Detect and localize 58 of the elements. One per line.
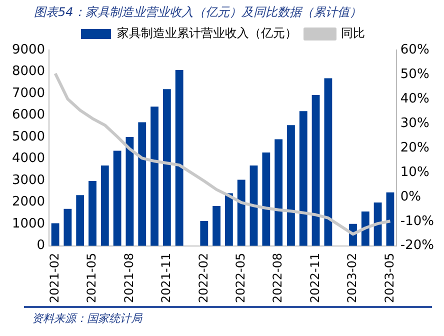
bar xyxy=(361,211,370,246)
bar xyxy=(262,152,270,246)
bar xyxy=(312,95,320,246)
bar xyxy=(374,202,382,246)
y2-tick-label: 20% xyxy=(400,140,430,156)
bar xyxy=(299,111,308,246)
y-tick-label: 9000 xyxy=(12,42,46,58)
y-tick-label: 4000 xyxy=(12,151,46,166)
y-tick-label: 5000 xyxy=(12,129,46,144)
y-tick-label: 0 xyxy=(36,238,46,254)
x-tick-label: 2023-05 xyxy=(382,252,396,303)
x-tick-label: 2021-05 xyxy=(84,252,99,303)
x-tick-label: 2023-02 xyxy=(345,252,360,303)
bar xyxy=(76,195,84,246)
bar xyxy=(51,223,60,246)
bar xyxy=(237,180,246,246)
y-tick-label: 2000 xyxy=(12,194,46,210)
bar xyxy=(386,192,394,246)
y-tick-label: 1000 xyxy=(12,216,46,232)
y2-tick-label: 0% xyxy=(400,189,422,204)
y-tick-label: 7000 xyxy=(12,86,46,101)
bar xyxy=(100,166,109,246)
x-tick-label: 2022-05 xyxy=(233,252,248,303)
y2-tick-label: 50% xyxy=(400,66,430,82)
bar xyxy=(200,221,208,246)
legend-label: 同比 xyxy=(341,26,365,40)
x-tick-label: 2021-11 xyxy=(159,252,174,303)
bar xyxy=(162,89,171,246)
chart-title: 图表54：家具制造业营业收入（亿元）及同比数据（累计值） xyxy=(33,4,362,20)
bar xyxy=(150,106,158,246)
bar xyxy=(225,193,233,246)
y2-tick-label: -20% xyxy=(400,238,434,254)
bar xyxy=(113,150,122,246)
text: 资料来源：国家统计局 xyxy=(24,306,432,326)
bar xyxy=(126,137,134,246)
x-tick-label: 2022-02 xyxy=(196,252,210,303)
x-tick-label: 2021-02 xyxy=(47,252,62,303)
x-tick-label: 2022-11 xyxy=(308,252,322,303)
legend-label: 家具制造业累计营业收入（亿元） xyxy=(117,26,297,40)
y-tick-label: 3000 xyxy=(12,172,46,188)
bar xyxy=(175,70,184,246)
bar xyxy=(88,181,96,246)
bar xyxy=(250,166,258,246)
x-tick-label: 2022-08 xyxy=(270,252,285,303)
y2-tick-label: 30% xyxy=(400,116,430,131)
bar xyxy=(64,208,72,246)
y2-tick-label: -10% xyxy=(400,214,434,229)
y2-tick-label: 40% xyxy=(400,91,430,106)
bar xyxy=(212,206,220,246)
bar xyxy=(287,125,295,246)
y-tick-label: 8000 xyxy=(12,64,46,80)
x-tick-label: 2021-08 xyxy=(122,252,136,303)
y2-tick-label: 10% xyxy=(400,164,430,180)
bar xyxy=(138,122,146,246)
bar xyxy=(274,139,283,246)
bar xyxy=(324,78,332,246)
y2-tick-label: 60% xyxy=(400,42,430,58)
y-tick-label: 6000 xyxy=(12,108,46,123)
